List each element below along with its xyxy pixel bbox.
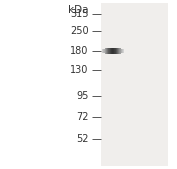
Text: 72: 72 <box>76 112 88 122</box>
Bar <box>106 48 107 54</box>
Text: 95: 95 <box>76 91 88 101</box>
Bar <box>108 48 109 54</box>
Bar <box>112 48 113 54</box>
Bar <box>105 49 106 54</box>
Bar <box>119 48 120 54</box>
Bar <box>117 48 118 54</box>
Bar <box>119 49 120 54</box>
Bar <box>117 48 118 54</box>
Bar <box>122 49 123 53</box>
Bar <box>120 49 121 54</box>
Bar <box>123 49 124 53</box>
Bar <box>103 49 104 53</box>
Text: kDa: kDa <box>68 5 88 15</box>
Bar <box>113 48 114 54</box>
Text: 180: 180 <box>70 46 88 56</box>
Bar <box>115 48 116 54</box>
Bar <box>114 48 115 54</box>
Bar <box>103 49 104 53</box>
Bar <box>102 49 103 53</box>
Bar <box>116 48 117 54</box>
Bar <box>108 48 109 54</box>
Text: 250: 250 <box>70 26 88 36</box>
Bar <box>118 48 119 54</box>
Bar <box>113 48 114 54</box>
Bar <box>109 48 110 54</box>
Bar <box>104 49 105 53</box>
Bar <box>118 48 119 54</box>
Text: 130: 130 <box>70 65 88 75</box>
Bar <box>111 48 112 54</box>
Text: 52: 52 <box>76 134 88 144</box>
Bar <box>123 49 124 53</box>
Bar <box>101 3 168 166</box>
Text: 315: 315 <box>70 9 88 19</box>
Bar <box>110 48 111 54</box>
Bar <box>121 49 122 53</box>
Bar <box>107 48 108 54</box>
